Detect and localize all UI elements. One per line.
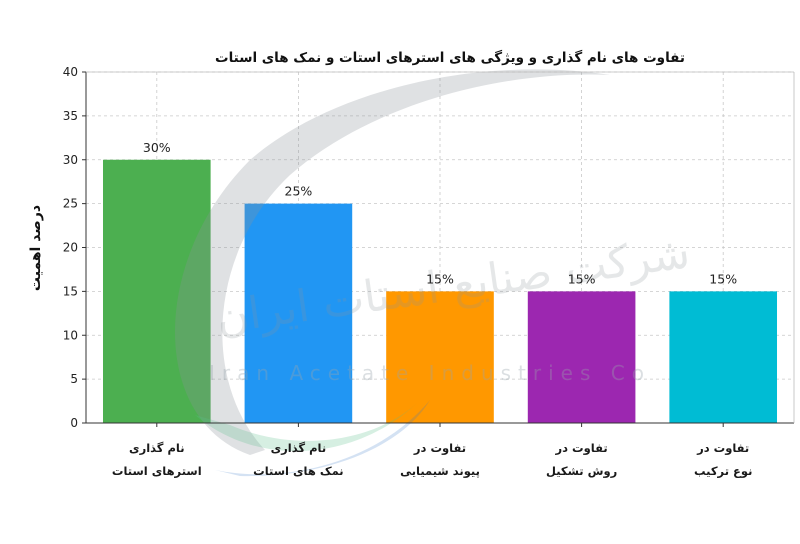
watermark-swoosh-blue bbox=[215, 400, 430, 477]
y-tick-label: 25 bbox=[63, 197, 78, 211]
watermark-company-text: Iran Acetate Industries Co bbox=[209, 361, 651, 385]
x-tick-label: نام گذاری bbox=[271, 441, 327, 455]
y-tick-label: 15 bbox=[63, 284, 78, 298]
watermark-swoosh-gray bbox=[175, 69, 610, 456]
x-tick-label: تفاوت در bbox=[555, 441, 608, 456]
x-tick-label: تفاوت در bbox=[413, 441, 466, 456]
y-tick-label: 20 bbox=[63, 241, 78, 255]
x-tick-label: استرهای استات bbox=[112, 464, 202, 478]
x-tick-label: نمک های استات bbox=[253, 464, 343, 478]
y-tick-label: 40 bbox=[63, 65, 78, 79]
bar bbox=[669, 291, 778, 423]
x-tick-label: نام گذاری bbox=[129, 441, 185, 455]
bar bbox=[386, 291, 494, 423]
x-tick-label: نوع ترکیب bbox=[694, 464, 752, 479]
bar-value-label: 15% bbox=[426, 271, 454, 286]
bar bbox=[527, 291, 636, 423]
bar bbox=[244, 203, 353, 423]
x-tick-label: روش تشکیل bbox=[546, 464, 617, 479]
y-tick-label: 30 bbox=[63, 153, 78, 167]
y-tick-label: 10 bbox=[63, 328, 78, 342]
x-tick-label: تفاوت در bbox=[696, 441, 749, 456]
bar-layer bbox=[102, 159, 778, 423]
axis-layer bbox=[82, 71, 795, 427]
label-layer: 0 5 10 15 20 25 30 35 40 30% نام گذاری استرهای استا… bbox=[63, 65, 753, 479]
chart-title: تفاوت های نام گذاری و ویژگی های استرهای … bbox=[215, 49, 685, 66]
bar-value-label: 15% bbox=[568, 271, 596, 286]
bar-value-label: 15% bbox=[709, 271, 737, 286]
bar bbox=[102, 159, 211, 423]
bar-value-label: 25% bbox=[285, 184, 313, 199]
x-tick-label: پیوند شیمیایی bbox=[400, 464, 480, 479]
bar-value-label: 30% bbox=[143, 140, 171, 155]
y-tick-label: 5 bbox=[70, 372, 78, 386]
y-tick-label: 35 bbox=[63, 109, 78, 123]
watermark-swoosh-green bbox=[195, 400, 420, 452]
y-tick-label: 0 bbox=[70, 416, 78, 430]
y-axis-label: درصد اهمیت bbox=[28, 205, 44, 291]
